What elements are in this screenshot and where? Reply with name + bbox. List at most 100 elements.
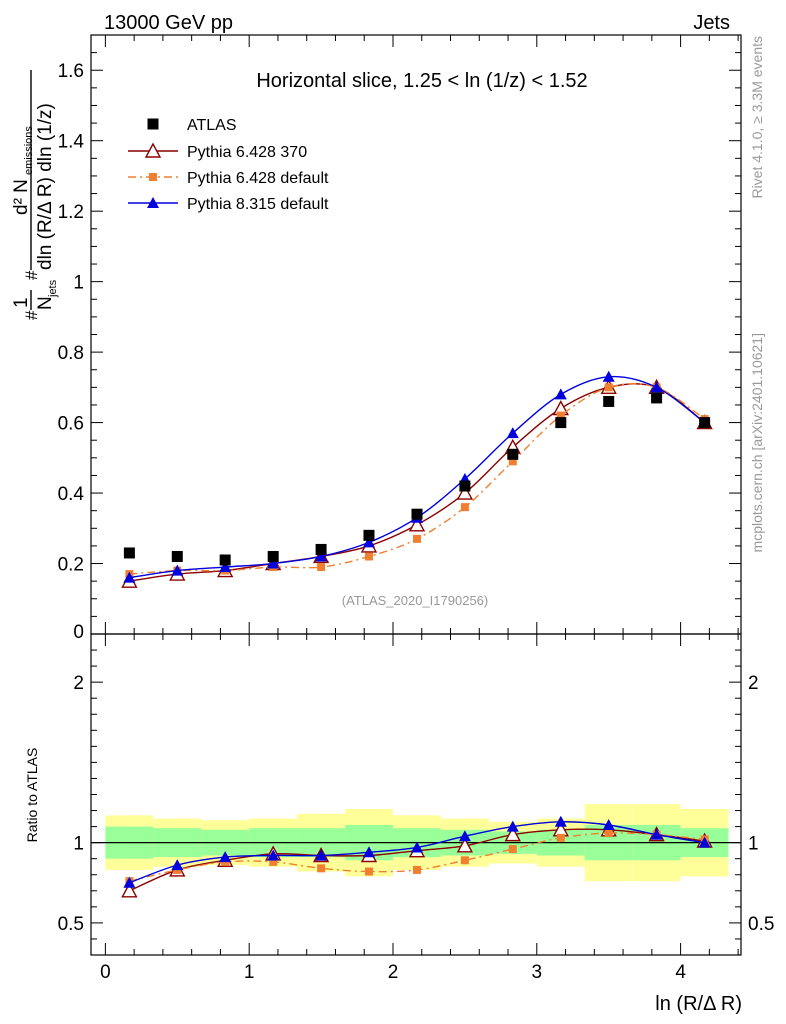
legend-marker-pythia-6-428-default (149, 173, 157, 181)
y-tick-label: 0.6 (58, 414, 84, 435)
legend-label-pythia-6-428-370: Pythia 6.428 370 (187, 144, 307, 161)
ratio-point-pythia-6-428-370 (456, 837, 474, 853)
ratio-point-pythia-6-428-default (508, 845, 517, 854)
x-tick-label: 1 (244, 962, 255, 983)
ratio-point-pythia-6-428-default (460, 856, 469, 865)
y-label-frac1-den: N (35, 296, 56, 310)
point-atlas (699, 417, 711, 429)
y-label-frac1-den-sub: jets (47, 279, 59, 298)
point-atlas (603, 395, 615, 407)
point-pythia-6-428-default (604, 383, 613, 392)
point-atlas (651, 392, 663, 404)
point-pythia-8-315-default (171, 564, 184, 576)
ratio-point-pythia-8-315-default (554, 815, 567, 827)
legend-label-pythia-8-315-default: Pythia 8.315 default (187, 196, 329, 213)
chart-title: Horizontal slice, 1.25 < ln (1/z) < 1.52 (256, 70, 587, 92)
point-atlas (171, 550, 183, 562)
ratio-point-pythia-8-315-default (698, 836, 711, 848)
point-atlas (411, 508, 423, 520)
ratio-point-pythia-6-428-default (364, 867, 373, 876)
ratio-point-pythia-8-315-default (602, 818, 615, 830)
ratio-tick-label-right: 1 (748, 834, 759, 855)
data-series (121, 370, 713, 898)
line-pythia-6-428-default (129, 382, 706, 575)
x-tick-label: 2 (388, 962, 399, 983)
point-pythia-6-428-default (508, 457, 517, 466)
point-atlas (123, 547, 135, 559)
y-tick-label: 1.2 (58, 202, 84, 223)
axis-ticks: 0 1 2 3 4 0.2 0.4 0.6 0.8 1 1.2 1.4 1.6 0 0.5 0.5 1 1 2 2 (58, 34, 774, 983)
y-label-frac2-num-sub: emissions (23, 126, 35, 175)
point-atlas (459, 480, 471, 492)
y-label-hash-1: # (22, 310, 41, 320)
ratio-point-pythia-8-315-default (123, 876, 136, 888)
point-pythia-6-428-default (556, 411, 565, 420)
y-label-hash-2: # (22, 270, 41, 280)
legend-marker-atlas (147, 118, 159, 130)
ratio-point-pythia-6-428-370 (504, 826, 521, 842)
point-pythia-6-428-default (413, 534, 422, 543)
ratio-point-pythia-6-428-default (413, 865, 422, 874)
y-label-frac2-num: d² N (11, 179, 32, 215)
ratio-plot-frame (90, 633, 742, 956)
legend-label-pythia-6-428-default: Pythia 6.428 default (187, 170, 329, 187)
x-tick-label: 0 (100, 962, 111, 983)
rivet-side-label: Rivet 4.1.0, ≥ 3.3M events (749, 36, 765, 199)
point-atlas (363, 529, 375, 541)
point-atlas (555, 417, 567, 429)
point-pythia-8-315-default (554, 388, 567, 400)
ratio-tick-label-right: 2 (748, 673, 759, 694)
point-pythia-8-315-default (506, 427, 519, 439)
header-right: Jets (693, 12, 730, 34)
line-pythia-6-428-370 (129, 383, 706, 582)
ratio-point-pythia-8-315-default (267, 849, 280, 861)
x-tick-label: 4 (675, 962, 686, 983)
y-zero-label: 0 (73, 622, 84, 643)
ratio-point-pythia-6-428-default (604, 829, 613, 838)
x-tick-label: 3 (532, 962, 543, 983)
point-pythia-8-315-default (315, 550, 328, 562)
ratio-point-pythia-8-315-default (219, 851, 232, 863)
ratio-point-pythia-6-428-default (317, 864, 326, 873)
point-atlas (507, 448, 519, 460)
ratio-point-pythia-6-428-default (556, 833, 565, 842)
ratio-point-pythia-8-315-default (458, 830, 471, 842)
mcplots-side-label: mcplots.cern.ch [arXiv:2401.10621] (749, 333, 765, 552)
point-pythia-8-315-default (602, 370, 615, 382)
y-label-frac1-num: 1 (11, 297, 32, 308)
point-pythia-8-315-default (362, 536, 375, 548)
ratio-tick-label: 1 (73, 834, 84, 855)
legend: ATLAS Pythia 6.428 370 Pythia 6.428 defaul… (128, 117, 329, 213)
y-tick-label: 0.4 (58, 484, 85, 505)
point-atlas (219, 554, 231, 566)
x-axis-label: ln (R/Δ R) (655, 993, 742, 1015)
y-tick-label: 1.4 (58, 132, 85, 153)
ratio-tick-label-right: 0.5 (748, 914, 774, 935)
ratio-point-pythia-8-315-default (171, 859, 184, 871)
ratio-point-pythia-8-315-default (650, 828, 663, 840)
ratio-point-pythia-6-428-370 (121, 882, 138, 898)
y-tick-label: 0.8 (58, 343, 84, 364)
header-left: 13000 GeV pp (104, 12, 233, 34)
y-tick-label: 1.6 (58, 61, 84, 82)
point-pythia-8-315-default (650, 381, 663, 393)
analysis-watermark: (ATLAS_2020_I1790256) (342, 593, 488, 608)
ratio-point-pythia-8-315-default (362, 846, 375, 858)
ratio-tick-label: 2 (73, 673, 84, 694)
y-tick-label: 0.2 (58, 555, 84, 576)
y-axis-label: # 1 N jets # d² N emissions dln (R/Δ R) … (11, 70, 59, 320)
ratio-y-label: Ratio to ATLAS (24, 748, 40, 843)
point-pythia-8-315-default (267, 557, 280, 569)
legend-marker-pythia-6-428-370 (144, 142, 162, 158)
y-tick-label: 1 (73, 273, 84, 294)
ratio-point-pythia-8-315-default (506, 820, 519, 832)
point-atlas (267, 550, 279, 562)
point-pythia-6-428-370 (456, 484, 474, 500)
point-pythia-6-428-default (364, 552, 373, 561)
ratio-point-pythia-8-315-default (411, 841, 424, 853)
point-pythia-6-428-default (317, 563, 326, 572)
line-pythia-8-315-default (129, 375, 706, 579)
ratio-point-pythia-6-428-default (269, 857, 278, 866)
legend-marker-pythia-8-315-default (147, 197, 159, 208)
